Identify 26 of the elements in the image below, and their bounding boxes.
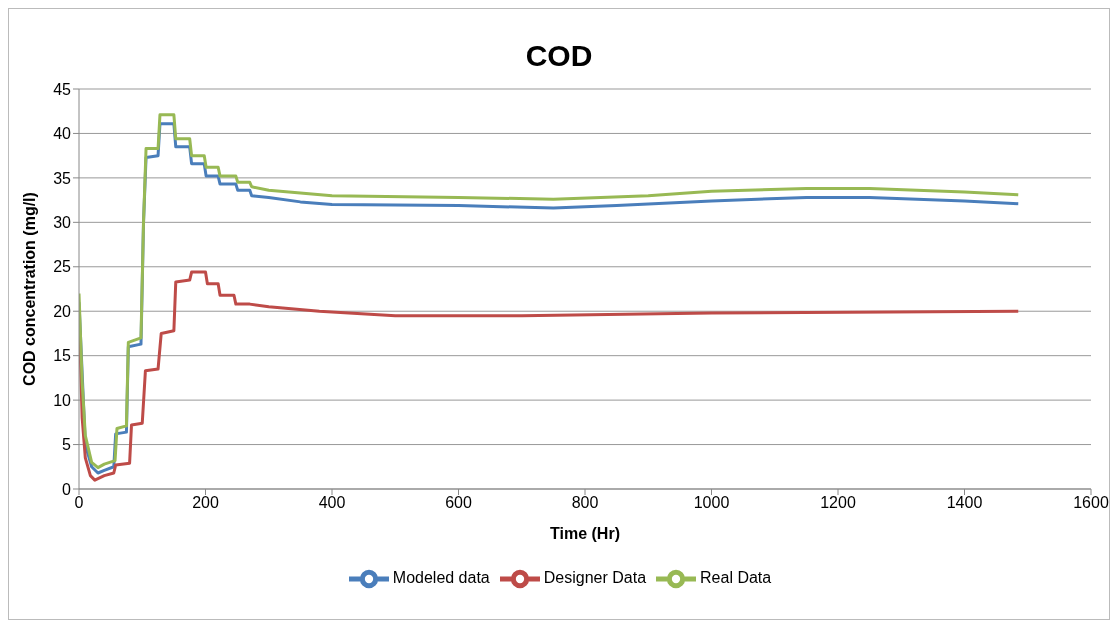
x-axis-title: Time (Hr) bbox=[550, 525, 620, 542]
y-tick-label: 35 bbox=[53, 169, 72, 187]
legend-label: Real Data bbox=[700, 569, 772, 587]
y-tick-label: 25 bbox=[53, 258, 72, 276]
x-tick-label: 800 bbox=[571, 494, 599, 512]
legend-label: Designer Data bbox=[543, 569, 647, 587]
y-tick-label: 15 bbox=[53, 347, 72, 365]
x-tick-label: 200 bbox=[192, 494, 219, 512]
line-series bbox=[79, 270, 1020, 482]
y-tick-label: 5 bbox=[62, 436, 72, 454]
chart-title: COD bbox=[524, 38, 594, 74]
legend-label: Modeled data bbox=[392, 569, 490, 587]
y-tick-label: 40 bbox=[53, 125, 72, 143]
y-tick-label: 30 bbox=[53, 214, 72, 232]
y-tick-label: 45 bbox=[53, 80, 72, 98]
x-tick-label: 0 bbox=[74, 494, 84, 512]
x-tick-label: 1000 bbox=[693, 494, 730, 512]
x-tick-label: 400 bbox=[318, 494, 346, 512]
x-tick-label: 1400 bbox=[946, 494, 983, 512]
y-axis-title: COD concentration (mg/l) bbox=[20, 192, 38, 386]
y-tick-label: 20 bbox=[53, 302, 72, 320]
x-tick-label: 1200 bbox=[820, 494, 856, 512]
x-tick-label: 600 bbox=[445, 494, 472, 512]
y-tick-label: 10 bbox=[53, 391, 72, 409]
x-tick-label: 1600 bbox=[1073, 494, 1109, 512]
y-tick-label: 0 bbox=[62, 480, 72, 498]
